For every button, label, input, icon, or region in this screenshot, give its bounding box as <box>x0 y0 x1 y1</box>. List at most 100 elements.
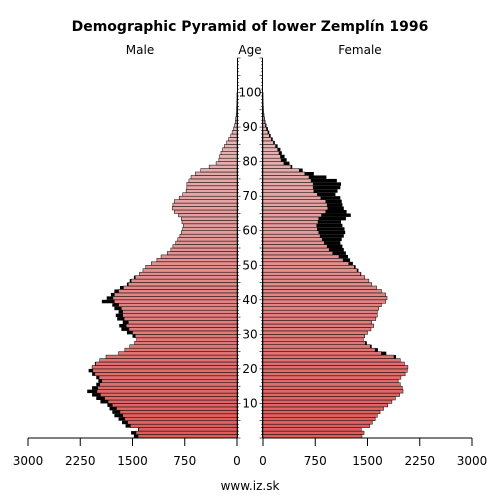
male-bar-age-33 <box>128 320 238 325</box>
female-bar-age-58 <box>262 233 321 238</box>
female-bar-age-78 <box>262 164 292 169</box>
male-excess-age-44 <box>126 282 129 286</box>
footer-link[interactable]: www.iz.sk <box>221 479 280 493</box>
female-bar-age-0 <box>262 434 363 439</box>
male-excess-age-21 <box>94 362 96 366</box>
male-excess-age-18 <box>92 372 95 376</box>
male-bar-age-67 <box>172 202 238 207</box>
female-bar-age-12 <box>262 392 400 397</box>
male-bar-age-41 <box>114 292 238 297</box>
male-bar-age-86 <box>228 137 238 142</box>
female-bar-age-86 <box>262 137 272 142</box>
female-excess-age-75 <box>308 175 327 179</box>
male-bar-age-22 <box>99 358 238 363</box>
male-bar-age-46 <box>135 275 238 280</box>
male-bar-age-32 <box>125 323 238 328</box>
male-bar-age-29 <box>135 334 238 339</box>
male-excess-age-32 <box>119 324 127 328</box>
female-bar-age-13 <box>262 389 404 394</box>
male-bar-age-78 <box>208 164 238 169</box>
female-bar-age-34 <box>262 316 377 321</box>
male-bar-age-80 <box>218 157 238 162</box>
male-excess-age-8 <box>109 406 117 411</box>
male-excess-age-31 <box>121 327 130 331</box>
age-label: 50 <box>242 258 257 272</box>
female-bar-age-25 <box>262 347 376 352</box>
female-bar-age-66 <box>262 206 329 211</box>
female-excess-age-88 <box>267 130 270 134</box>
female-excess-age-78 <box>290 165 293 169</box>
female-bar-age-53 <box>262 251 333 256</box>
male-bar-age-37 <box>121 306 238 311</box>
female-bar-age-28 <box>262 337 364 342</box>
male-bar-age-68 <box>174 199 238 204</box>
female-excess-age-67 <box>327 203 343 207</box>
male-excess-age-10 <box>100 400 109 404</box>
female-excess-age-83 <box>277 147 281 152</box>
male-bar-age-75 <box>190 175 238 180</box>
male-excess-age-43 <box>119 286 124 290</box>
female-bar-age-48 <box>262 268 358 273</box>
male-bar-age-43 <box>123 285 238 290</box>
male-bar-age-9 <box>112 403 238 408</box>
male-bar-age-17 <box>98 375 238 380</box>
female-bar-age-35 <box>262 313 378 318</box>
female-bar-age-71 <box>262 189 315 193</box>
female-bar-age-37 <box>262 306 379 311</box>
male-excess-age-3 <box>125 424 131 428</box>
female-excess-age-49 <box>354 265 356 269</box>
male-bar-age-84 <box>224 144 238 149</box>
male-bar-age-60 <box>182 227 238 231</box>
female-excess-age-89 <box>266 127 268 131</box>
female-excess-age-52 <box>338 254 348 259</box>
male-bar-age-49 <box>145 265 238 269</box>
female-bar-age-44 <box>262 282 372 287</box>
female-bar-age-49 <box>262 265 355 269</box>
female-x-tick-label: 1500 <box>352 454 383 468</box>
female-excess-age-74 <box>311 178 337 183</box>
male-bar-age-52 <box>160 254 238 259</box>
female-bar-age-2 <box>262 427 362 432</box>
male-bar-age-39 <box>114 299 238 304</box>
female-excess-age-62 <box>318 220 342 224</box>
male-excess-age-39 <box>101 299 115 304</box>
female-bar-age-11 <box>262 396 396 401</box>
male-bar-age-38 <box>118 303 238 307</box>
male-excess-age-11 <box>96 396 105 400</box>
female-excess-age-48 <box>357 268 359 273</box>
male-bar-age-42 <box>118 289 238 294</box>
male-bar-age-81 <box>219 154 238 159</box>
male-bar-age-57 <box>177 237 238 242</box>
female-bar-age-47 <box>262 271 361 276</box>
male-excess-age-13 <box>87 389 97 394</box>
male-x-tick-label: 3000 <box>13 454 44 468</box>
male-bar-age-73 <box>186 182 238 187</box>
female-excess-age-81 <box>280 154 285 159</box>
age-label: 100 <box>239 86 262 100</box>
male-bar-age-83 <box>222 147 238 152</box>
male-excess-age-1 <box>131 431 136 435</box>
female-excess-age-82 <box>279 151 282 155</box>
female-bar-age-72 <box>262 185 314 190</box>
female-bar-age-75 <box>262 175 310 180</box>
male-bar-age-58 <box>179 233 238 238</box>
female-x-tick-label: 2250 <box>404 454 435 468</box>
male-bars <box>87 92 238 439</box>
male-bar-age-59 <box>181 230 238 235</box>
female-excess-age-54 <box>329 248 344 252</box>
female-bar-age-3 <box>262 423 370 428</box>
female-bar-age-1 <box>262 430 365 435</box>
female-bar-age-24 <box>262 351 382 356</box>
female-excess-age-51 <box>343 258 351 262</box>
female-bar-age-76 <box>262 171 306 176</box>
female-bar-age-38 <box>262 303 382 307</box>
female-bar-age-17 <box>262 375 402 380</box>
male-excess-age-12 <box>92 393 101 397</box>
male-excess-age-5 <box>118 417 125 421</box>
female-x-tick-label: 3000 <box>457 454 488 468</box>
male-bar-age-13 <box>96 389 238 394</box>
male-bar-age-25 <box>124 347 238 352</box>
male-bar-age-23 <box>105 354 238 359</box>
male-bar-age-48 <box>142 268 238 273</box>
female-bar-age-90 <box>262 123 266 128</box>
